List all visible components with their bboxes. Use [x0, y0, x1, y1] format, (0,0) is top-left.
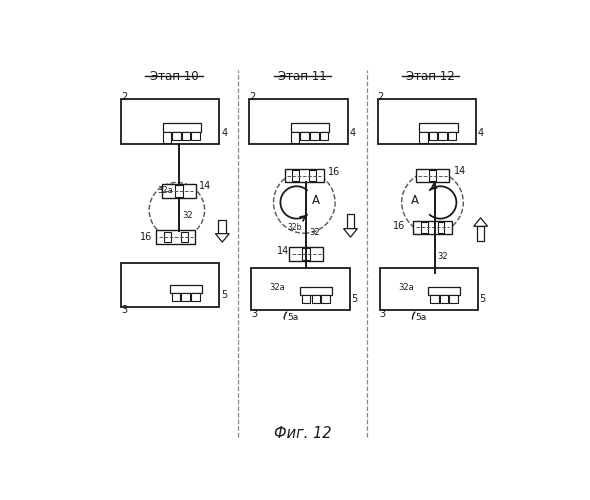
- Text: 5a: 5a: [415, 314, 427, 322]
- Text: Этап 10: Этап 10: [150, 70, 198, 82]
- Text: 16: 16: [392, 220, 405, 230]
- Bar: [429, 132, 437, 140]
- Text: 2: 2: [378, 92, 384, 102]
- Bar: [379, 268, 478, 310]
- Bar: [291, 132, 299, 143]
- Text: 16: 16: [140, 232, 152, 242]
- Bar: [175, 185, 183, 196]
- Polygon shape: [215, 234, 230, 242]
- Bar: [156, 230, 195, 244]
- Bar: [421, 222, 428, 233]
- Text: 3: 3: [121, 305, 127, 316]
- Polygon shape: [343, 228, 358, 237]
- Bar: [309, 170, 316, 181]
- Text: 32a: 32a: [398, 282, 414, 292]
- Bar: [430, 295, 439, 304]
- Bar: [440, 295, 448, 304]
- Bar: [347, 214, 355, 228]
- Bar: [162, 184, 196, 198]
- Bar: [250, 100, 348, 144]
- Bar: [163, 132, 171, 143]
- Bar: [182, 293, 190, 302]
- Bar: [438, 222, 444, 233]
- Bar: [121, 263, 219, 308]
- Bar: [438, 132, 447, 140]
- Text: 32: 32: [438, 252, 448, 261]
- Text: 14: 14: [199, 182, 211, 192]
- Text: 16: 16: [328, 166, 340, 176]
- Bar: [428, 287, 460, 295]
- Text: 32a: 32a: [158, 186, 173, 196]
- Text: Этап 12: Этап 12: [406, 70, 455, 82]
- Bar: [302, 295, 310, 304]
- Bar: [310, 132, 319, 140]
- Bar: [285, 168, 323, 182]
- Bar: [192, 132, 200, 140]
- Text: 32a: 32a: [270, 282, 286, 292]
- Text: 32: 32: [309, 228, 320, 237]
- Bar: [182, 132, 191, 140]
- Text: 4: 4: [349, 128, 355, 138]
- Bar: [300, 287, 332, 295]
- Bar: [415, 168, 450, 182]
- Text: A: A: [312, 194, 320, 207]
- Bar: [312, 295, 320, 304]
- Bar: [450, 295, 458, 304]
- Bar: [419, 123, 457, 132]
- Text: Фиг. 12: Фиг. 12: [274, 426, 331, 441]
- Text: 5: 5: [351, 294, 358, 304]
- Bar: [320, 132, 328, 140]
- Bar: [429, 170, 437, 181]
- Polygon shape: [474, 218, 487, 226]
- Text: 2: 2: [121, 92, 127, 102]
- Bar: [477, 226, 484, 241]
- Bar: [378, 100, 476, 144]
- Bar: [302, 248, 310, 260]
- Text: 4: 4: [221, 128, 227, 138]
- Text: Этап 11: Этап 11: [278, 70, 327, 82]
- Text: 14: 14: [454, 166, 466, 176]
- Text: 14: 14: [277, 246, 290, 256]
- Bar: [172, 293, 181, 302]
- Text: 32: 32: [182, 212, 192, 220]
- Bar: [172, 132, 181, 140]
- Text: 5a: 5a: [287, 314, 299, 322]
- Bar: [419, 132, 428, 143]
- Bar: [164, 232, 171, 242]
- Text: A: A: [411, 194, 419, 207]
- Bar: [300, 132, 309, 140]
- Text: 2: 2: [249, 92, 255, 102]
- Bar: [293, 170, 299, 181]
- Text: 5: 5: [480, 294, 486, 304]
- Bar: [321, 295, 330, 304]
- Text: 4: 4: [477, 128, 484, 138]
- Bar: [218, 220, 226, 234]
- Bar: [413, 220, 452, 234]
- Text: 3: 3: [251, 309, 257, 319]
- Text: 3: 3: [379, 309, 385, 319]
- Text: 32b: 32b: [288, 222, 302, 232]
- Bar: [163, 123, 201, 132]
- Bar: [121, 100, 219, 144]
- Bar: [448, 132, 457, 140]
- Bar: [251, 268, 349, 310]
- Bar: [191, 293, 199, 302]
- Bar: [291, 123, 329, 132]
- Text: 5: 5: [221, 290, 227, 300]
- Bar: [289, 247, 323, 261]
- Bar: [181, 232, 188, 242]
- Bar: [170, 285, 202, 293]
